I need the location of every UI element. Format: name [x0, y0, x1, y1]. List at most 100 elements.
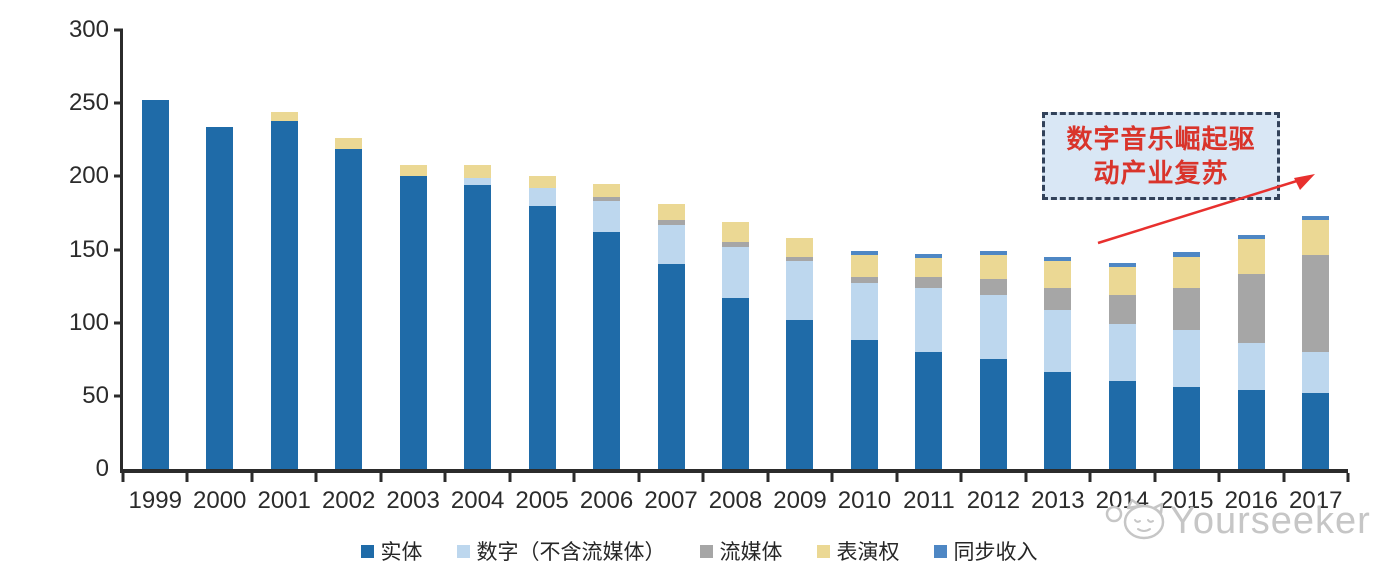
bar-2016 — [1237, 234, 1265, 469]
y-axis-tick-mark — [114, 321, 123, 325]
bar-segment-performance-rights — [593, 183, 621, 197]
bar-segment-physical — [270, 120, 298, 469]
bar-segment-sync — [1108, 262, 1136, 268]
bar-segment-performance-rights — [1044, 261, 1072, 288]
bar-segment-streaming — [979, 278, 1007, 295]
bar-segment-sync — [1173, 252, 1201, 257]
x-axis-tick-mark — [1346, 473, 1350, 482]
bar-segment-digital-ex-streaming — [657, 224, 685, 265]
bar-segment-streaming — [657, 220, 685, 225]
bar-segment-performance-rights — [399, 164, 427, 177]
yourseeker-logo-icon — [1105, 498, 1165, 540]
x-axis-label-2007: 2007 — [644, 487, 698, 514]
legend-swatch-sync — [933, 544, 947, 558]
watermark-text: Yourseeker — [1170, 499, 1371, 542]
legend-item-digital-ex-streaming: 数字（不含流媒体） — [456, 536, 666, 566]
x-axis-label-2005: 2005 — [515, 487, 569, 514]
watermark: Yourseeker — [1104, 498, 1371, 544]
x-axis-label-2009: 2009 — [773, 487, 827, 514]
bar-segment-sync — [915, 253, 943, 259]
x-axis-tick-mark — [508, 473, 512, 482]
bar-segment-performance-rights — [335, 138, 363, 149]
x-axis-tick-mark — [185, 473, 189, 482]
x-axis-tick-mark — [895, 473, 899, 482]
bar-segment-digital-ex-streaming — [786, 261, 814, 320]
x-axis-tick-mark — [1153, 473, 1157, 482]
bar-segment-physical — [1302, 392, 1330, 469]
x-axis-tick-mark — [1282, 473, 1286, 482]
bar-segment-physical — [1173, 387, 1201, 469]
bar-2011 — [915, 253, 943, 469]
x-axis-label-2008: 2008 — [708, 487, 763, 514]
legend-item-sync: 同步收入 — [933, 536, 1038, 566]
x-axis-label-2012: 2012 — [966, 487, 1021, 514]
bar-segment-digital-ex-streaming — [722, 246, 749, 298]
bar-2015 — [1173, 252, 1201, 469]
legend-label-streaming: 流媒体 — [719, 541, 783, 564]
bar-2017 — [1302, 215, 1330, 469]
bar-segment-physical — [1237, 389, 1265, 469]
bar-segment-sync — [1044, 256, 1072, 262]
bar-segment-digital-ex-streaming — [1237, 343, 1265, 390]
bar-segment-digital-ex-streaming — [1302, 351, 1330, 393]
x-axis-tick-mark — [1217, 473, 1221, 482]
x-axis-label-2011: 2011 — [903, 487, 955, 514]
bar-segment-digital-ex-streaming — [528, 188, 556, 206]
bar-2010 — [850, 251, 878, 469]
x-axis-tick-mark — [959, 473, 963, 482]
bar-2005 — [528, 176, 556, 469]
bar-segment-physical — [206, 126, 234, 469]
x-axis-tick-mark — [572, 473, 576, 482]
plot-area: 0 50 100 150 200 250 300 1999 2000 2001 2002 2003 20… — [69, 16, 1350, 514]
annotation-text-line1: 数字音乐崛起驱 — [1066, 124, 1256, 154]
bar-segment-performance-rights — [979, 255, 1007, 279]
x-axis-label-2003: 2003 — [386, 487, 440, 514]
bar-2008 — [722, 221, 749, 469]
y-axis-tick-label: 250 — [68, 89, 109, 117]
bar-segment-performance-rights — [1237, 239, 1265, 275]
bar-segment-digital-ex-streaming — [1108, 324, 1136, 382]
legend-swatch-performance-rights — [816, 544, 830, 558]
legend-swatch-streaming — [699, 544, 713, 558]
y-axis-tick-label: 0 — [95, 455, 109, 482]
bar-segment-digital-ex-streaming — [464, 177, 492, 186]
legend-item-streaming: 流媒体 — [699, 536, 783, 566]
bar-2007 — [657, 204, 685, 469]
bar-segment-streaming — [850, 277, 878, 284]
x-axis-tick-mark — [314, 473, 318, 482]
bar-segment-performance-rights — [1108, 267, 1136, 295]
bar-segment-sync — [850, 251, 878, 256]
bar-segment-performance-rights — [528, 176, 556, 189]
x-axis-tick-mark — [1024, 473, 1028, 482]
y-axis-tick-mark — [114, 28, 123, 32]
bar-segment-performance-rights — [915, 258, 943, 278]
x-axis-tick-mark — [830, 473, 834, 482]
legend-label-digital-ex-streaming: 数字（不含流媒体） — [476, 541, 666, 564]
bar-segment-digital-ex-streaming — [850, 283, 878, 341]
x-axis-tick-mark — [766, 473, 770, 482]
bar-segment-performance-rights — [786, 237, 814, 257]
bar-segment-performance-rights — [464, 164, 492, 178]
bar-segment-physical — [850, 340, 878, 469]
chart-legend: 实体 数字（不含流媒体） 流媒体 表演权 同步收入 — [0, 536, 1398, 566]
legend-label-performance-rights: 表演权 — [836, 541, 900, 564]
bar-segment-physical — [1044, 372, 1072, 469]
bar-segment-streaming — [915, 277, 943, 288]
y-axis-tick-label: 50 — [82, 381, 109, 409]
x-axis-label-1999: 1999 — [128, 487, 182, 514]
bar-2004 — [464, 164, 492, 469]
bar-segment-physical — [528, 205, 556, 469]
legend-item-physical: 实体 — [360, 536, 423, 566]
x-axis-tick-mark — [250, 473, 254, 482]
bar-segment-performance-rights — [1302, 220, 1330, 256]
bar-segment-streaming — [593, 196, 621, 202]
bar-segment-physical — [335, 148, 363, 469]
bar-segment-sync — [979, 251, 1007, 256]
bar-2006 — [593, 183, 621, 469]
bar-segment-physical — [657, 264, 685, 469]
annotation-callout: 数字音乐崛起驱 动产业复苏 — [1042, 112, 1280, 200]
y-axis-tick-mark — [114, 248, 123, 251]
y-axis-tick-mark — [114, 394, 123, 398]
bar-segment-physical — [1108, 381, 1136, 469]
